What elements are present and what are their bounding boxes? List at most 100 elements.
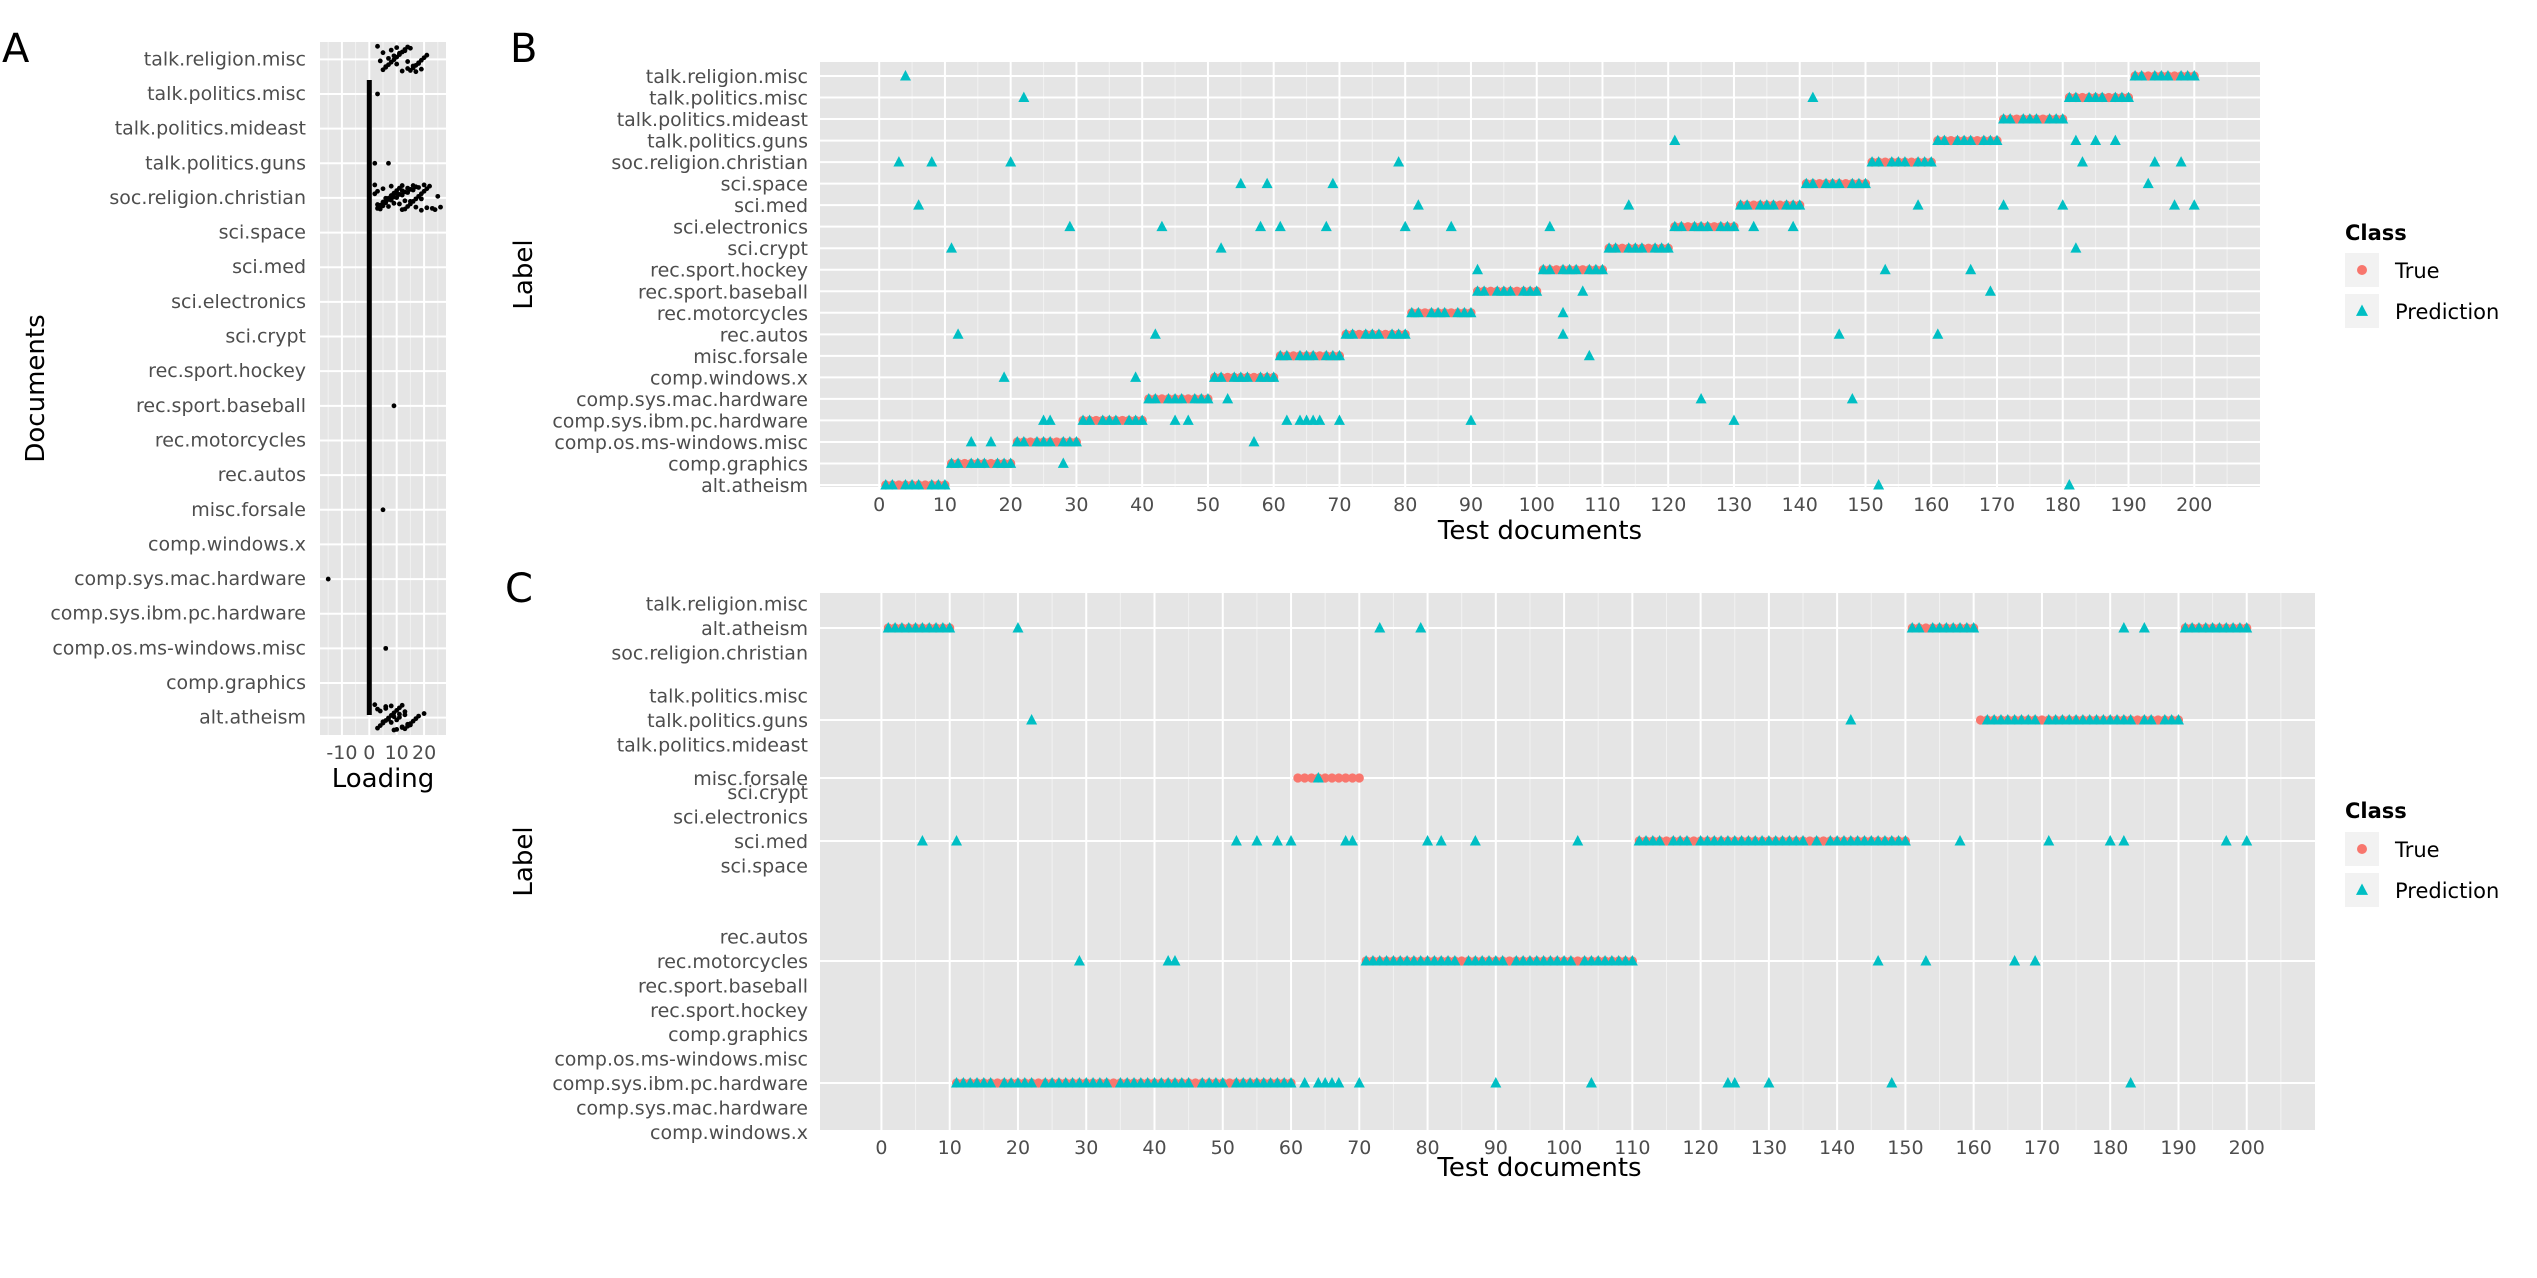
panel-c-y-axis-title: Label bbox=[509, 826, 539, 896]
panel-c-prediction-point bbox=[1449, 955, 1461, 966]
panel-b-prediction-point bbox=[1675, 220, 1687, 232]
panel-a-point bbox=[405, 59, 411, 64]
panel-a-y-tick-label: sci.crypt bbox=[225, 326, 306, 348]
panel-b-prediction-point bbox=[1991, 134, 2003, 146]
panel-b-y-tick-label: comp.windows.x bbox=[650, 367, 808, 389]
panel-c-x-tick-label: 150 bbox=[1887, 1137, 1923, 1159]
panel-a-point bbox=[380, 719, 386, 725]
panel-b-x-tick-label: 0 bbox=[873, 494, 885, 516]
panel-b-prediction-point bbox=[1281, 414, 1293, 425]
panel-c-prediction-point bbox=[1217, 1077, 1229, 1088]
panel-b-prediction-point bbox=[1176, 392, 1188, 404]
panel-c-x-tick-label: 30 bbox=[1074, 1137, 1098, 1159]
panel-b-prediction-point bbox=[1478, 285, 1490, 296]
panel-c-true-point bbox=[1805, 836, 1815, 846]
panel-a-point bbox=[394, 195, 400, 201]
panel-b-prediction-point bbox=[1741, 199, 1753, 210]
panel-c-prediction-point bbox=[1312, 772, 1324, 783]
panel-a-point bbox=[375, 188, 380, 194]
panel-b-prediction-point bbox=[1005, 457, 1017, 468]
panel-b-prediction-point bbox=[1136, 414, 1148, 425]
panel-c-x-tick-label: 40 bbox=[1142, 1137, 1166, 1159]
panel-b-prediction-point bbox=[2162, 70, 2174, 81]
panel-c-prediction-point bbox=[916, 835, 928, 846]
panel-c-prediction-point bbox=[2241, 622, 2253, 633]
panel-b-prediction-point bbox=[1557, 328, 1569, 339]
panel-c-prediction-point bbox=[1346, 835, 1358, 846]
panel-a-point bbox=[391, 403, 397, 409]
panel-b-prediction-point bbox=[1393, 156, 1405, 167]
panel-b-prediction-point bbox=[1314, 414, 1326, 425]
panel-b-prediction-point bbox=[2057, 199, 2069, 210]
panel-letter-b: B bbox=[510, 26, 537, 72]
panel-b-prediction-point bbox=[1274, 220, 1286, 232]
panel-a-point bbox=[372, 160, 378, 166]
panel-a-y-tick-label: talk.politics.misc bbox=[147, 83, 306, 105]
panel-c-y-tick-label: comp.os.ms-windows.misc bbox=[554, 1049, 808, 1071]
panel-a-point bbox=[372, 702, 378, 708]
panel-b-x-tick-label: 40 bbox=[1130, 494, 1154, 516]
panel-a-point bbox=[424, 52, 430, 58]
panel-b-prediction-point bbox=[2142, 177, 2154, 189]
panel-c-true-point bbox=[1818, 836, 1829, 846]
panel-c-prediction-point bbox=[2043, 835, 2055, 846]
panel-b-x-tick-label: 50 bbox=[1196, 494, 1220, 516]
panel-a-point bbox=[410, 187, 416, 193]
panel-a-point bbox=[383, 200, 389, 206]
panel-b-prediction-point bbox=[1636, 242, 1648, 253]
panel-c-true-point bbox=[1573, 956, 1583, 966]
panel-c-y-tick-label: sci.med bbox=[734, 831, 808, 853]
panel-c-y-tick-label: misc.forsale bbox=[693, 768, 808, 790]
panel-b-prediction-point bbox=[886, 479, 898, 490]
panel-letter-a: A bbox=[2, 26, 30, 72]
panel-a-point bbox=[394, 45, 400, 50]
panel-b-prediction-point bbox=[1596, 263, 1608, 275]
panel-b-prediction-point bbox=[1912, 199, 1924, 210]
panel-c-true-point bbox=[1293, 773, 1303, 783]
panel-b-prediction-point bbox=[1465, 306, 1477, 318]
panel-c-prediction-point bbox=[1435, 835, 1447, 846]
panel-b-prediction-point bbox=[2188, 70, 2200, 81]
panel-a-y-tick-label: rec.sport.hockey bbox=[148, 360, 306, 382]
panel-b-prediction-point bbox=[1248, 436, 1260, 447]
panel-c-prediction-point bbox=[1073, 955, 1085, 966]
panel-b-prediction-point bbox=[1728, 414, 1740, 425]
panel-a-point bbox=[418, 66, 424, 72]
panel-c-x-tick-label: 170 bbox=[2024, 1137, 2060, 1159]
panel-a-point bbox=[388, 47, 394, 53]
panel-b-prediction-point bbox=[1070, 436, 1082, 447]
panel-b-y-tick-label: comp.graphics bbox=[668, 453, 808, 475]
panel-c-y-tick-label: comp.graphics bbox=[668, 1024, 808, 1046]
panel-a-x-tick-label: 0 bbox=[363, 742, 375, 764]
panel-b-prediction-point bbox=[926, 156, 938, 167]
panel-b-prediction-point bbox=[1044, 414, 1056, 425]
panel-b-x-tick-label: 180 bbox=[2045, 494, 2081, 516]
panel-a-y-tick-label: comp.sys.ibm.pc.hardware bbox=[50, 603, 306, 625]
panel-c-y-tick-label: talk.politics.misc bbox=[649, 686, 808, 708]
panel-c-true-point bbox=[1341, 773, 1351, 783]
panel-b-prediction-point bbox=[1235, 177, 1247, 189]
panel-c-prediction-point bbox=[985, 1077, 997, 1088]
panel-c-prediction-point bbox=[1899, 835, 1911, 846]
panel-b-x-tick-label: 110 bbox=[1584, 494, 1620, 516]
panel-c-x-tick-label: 110 bbox=[1614, 1137, 1650, 1159]
panel-c-prediction-point bbox=[1763, 1077, 1775, 1088]
panel-b-prediction-point bbox=[1057, 457, 1069, 468]
panel-c-prediction-point bbox=[1913, 622, 1925, 633]
panel-b-y-tick-label: talk.politics.mideast bbox=[617, 109, 808, 131]
panel-b-prediction-point bbox=[1544, 220, 1556, 232]
panel-c-x-tick-label: 130 bbox=[1751, 1137, 1787, 1159]
panel-a-point bbox=[388, 720, 394, 725]
panel-c-prediction-point bbox=[1101, 1077, 1113, 1088]
panel-c-y-tick-label: rec.motorcycles bbox=[657, 951, 808, 973]
panel-b-prediction-point bbox=[1873, 156, 1885, 167]
panel-b-prediction-point bbox=[1222, 392, 1234, 404]
panel-c-prediction-point bbox=[1811, 835, 1823, 846]
panel-a-point bbox=[416, 185, 422, 190]
panel-b-prediction-point bbox=[1472, 263, 1484, 275]
panel-c-prediction-point bbox=[1353, 1077, 1365, 1088]
panel-c-x-tick-label: 120 bbox=[1682, 1137, 1718, 1159]
panel-b-x-tick-label: 120 bbox=[1650, 494, 1686, 516]
panel-a-point bbox=[402, 712, 408, 718]
